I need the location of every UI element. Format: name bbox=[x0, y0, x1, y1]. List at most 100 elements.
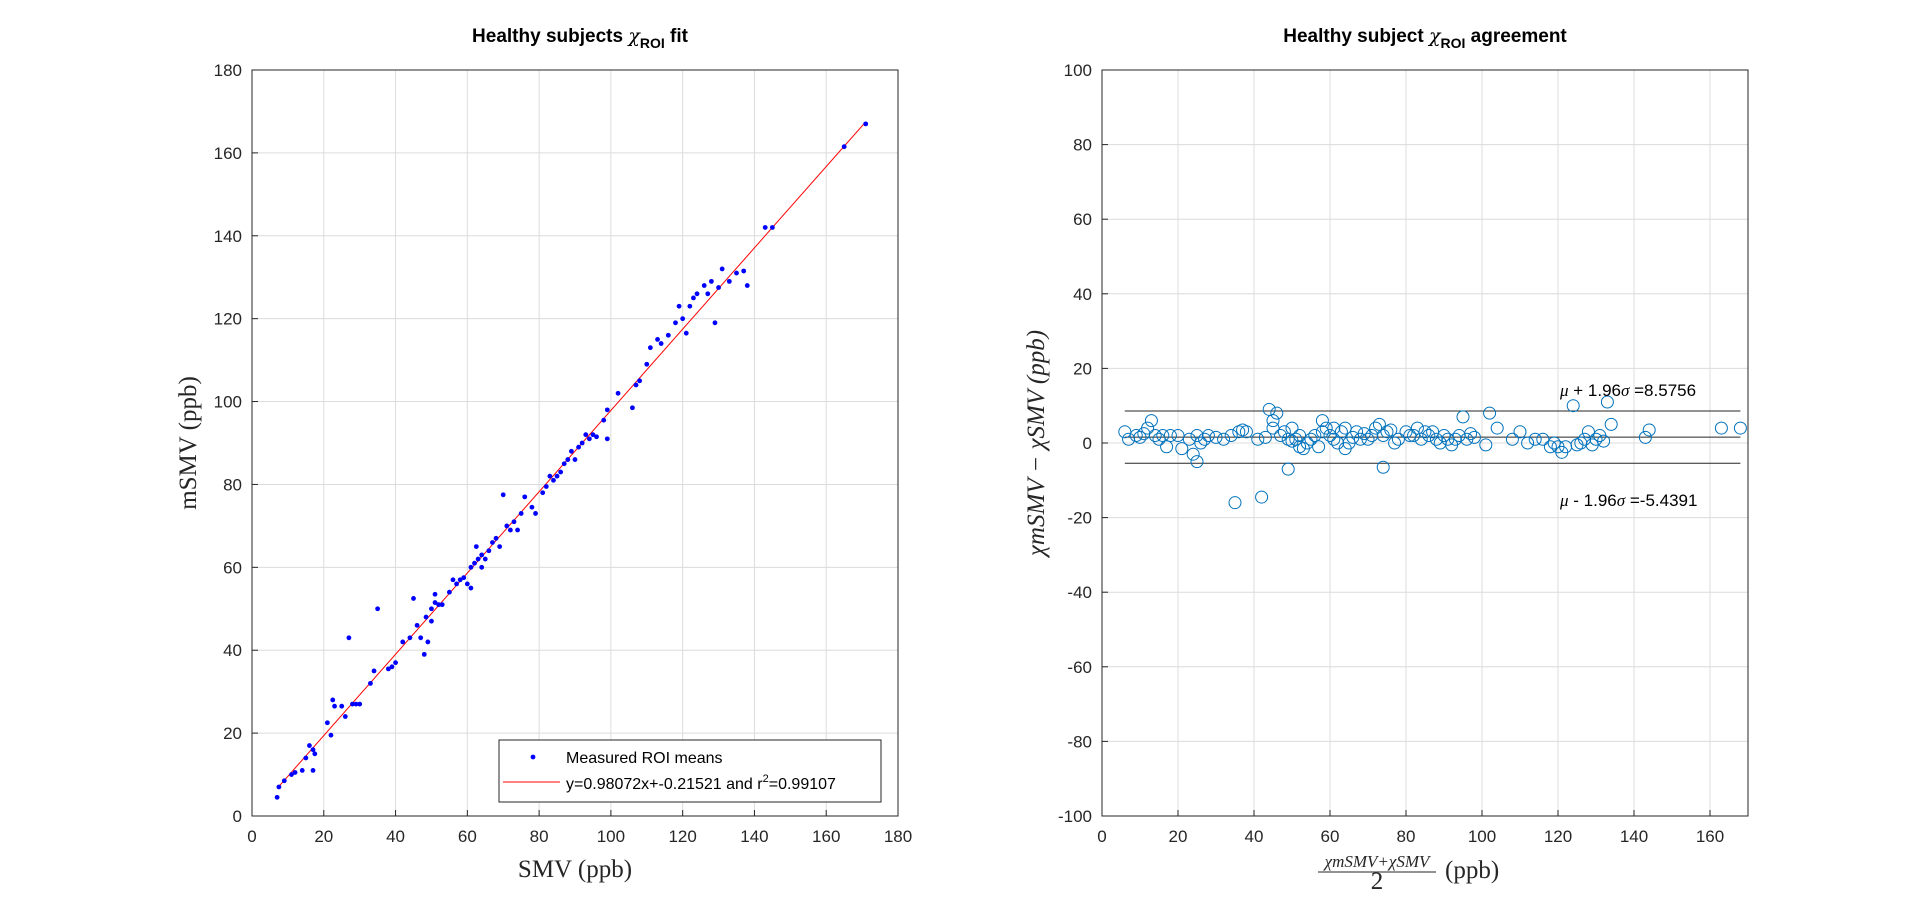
agreement-data-point bbox=[1407, 429, 1421, 443]
fit-y-axis-label: mSMV (ppb) bbox=[175, 376, 202, 510]
agreement-data-point bbox=[1315, 425, 1329, 439]
fit-data-point bbox=[708, 278, 714, 284]
fit-regression-line bbox=[276, 121, 867, 789]
fit-points bbox=[274, 121, 869, 800]
fit-data-point bbox=[518, 511, 524, 516]
fit-data-point bbox=[468, 564, 474, 570]
agreement-data-point bbox=[1604, 417, 1618, 431]
agreement-data-point bbox=[1376, 460, 1390, 474]
fit-data-point bbox=[547, 473, 553, 479]
fit-x-tick-label: 40 bbox=[386, 827, 405, 846]
fit-x-ticks: 0 20 40 60 80 100 120 140 160 180 bbox=[247, 810, 912, 846]
agreement-data-point bbox=[1118, 425, 1132, 439]
fit-data-point bbox=[543, 484, 549, 489]
agreement-data-point bbox=[1547, 436, 1561, 450]
fit-data-point bbox=[371, 668, 377, 674]
agreement-data-point bbox=[1224, 429, 1238, 443]
fit-data-point bbox=[683, 330, 689, 336]
fit-data-point bbox=[429, 606, 434, 612]
agreement-data-point bbox=[1190, 455, 1204, 469]
agreement-data-point bbox=[1304, 432, 1318, 446]
agreement-data-point bbox=[1258, 430, 1272, 444]
fit-data-point bbox=[655, 336, 660, 342]
agreement-y-tick-label: 20 bbox=[1073, 359, 1092, 378]
fit-chart-title: Healthy subjects χROI fit bbox=[472, 25, 689, 51]
fit-data-point bbox=[583, 432, 589, 438]
fit-data-point bbox=[479, 564, 485, 570]
agreement-data-point bbox=[1190, 429, 1204, 443]
agreement-data-point bbox=[1467, 430, 1481, 444]
agreement-data-point bbox=[1414, 432, 1428, 446]
agreement-data-point bbox=[1182, 432, 1196, 446]
fit-panel: Healthy subjects χROI fit 0 20 40 60 80 100 12… bbox=[175, 25, 912, 883]
agreement-data-point bbox=[1327, 432, 1341, 446]
fit-x-tick-label: 80 bbox=[530, 827, 549, 846]
agreement-data-point bbox=[1194, 436, 1208, 450]
fit-y-tick-label: 0 bbox=[233, 807, 242, 826]
fit-line-group bbox=[276, 121, 867, 789]
agreement-data-point bbox=[1300, 436, 1314, 450]
fit-x-tick-label: 100 bbox=[597, 827, 625, 846]
fit-legend-box bbox=[498, 739, 882, 803]
agreement-data-point bbox=[1733, 421, 1747, 435]
agreement-points bbox=[1118, 395, 1747, 510]
agreement-data-point bbox=[1289, 432, 1303, 446]
fit-data-point bbox=[500, 492, 506, 498]
fit-data-point bbox=[436, 602, 442, 608]
fit-data-point bbox=[604, 436, 610, 442]
agreement-data-point bbox=[1369, 421, 1383, 435]
fit-data-point bbox=[385, 666, 391, 672]
agreement-data-point bbox=[1483, 406, 1497, 420]
agreement-data-point bbox=[1312, 440, 1326, 454]
agreement-data-point bbox=[1410, 421, 1424, 435]
fit-data-point bbox=[734, 270, 739, 276]
agreement-y-ticks: 100 80 60 40 20 0 -20 -40 -60 -80 -100 bbox=[1058, 61, 1108, 826]
fit-data-point bbox=[407, 635, 413, 641]
fit-data-point bbox=[423, 614, 429, 620]
fit-data-point bbox=[590, 432, 596, 438]
agreement-x-tick-label: 80 bbox=[1397, 827, 1416, 846]
agreement-data-point bbox=[1426, 425, 1440, 439]
fit-data-point bbox=[604, 407, 610, 413]
fit-x-tick-label: 60 bbox=[458, 827, 477, 846]
fit-data-point bbox=[680, 316, 686, 322]
agreement-y-tick-label: -20 bbox=[1067, 509, 1092, 528]
agreement-data-point bbox=[1600, 395, 1614, 409]
fit-data-point bbox=[576, 444, 581, 450]
agreement-data-point bbox=[1388, 436, 1402, 450]
agreement-data-point bbox=[1479, 438, 1493, 452]
agreement-data-point bbox=[1528, 432, 1542, 446]
agreement-data-point bbox=[1201, 429, 1215, 443]
fit-data-point bbox=[303, 755, 309, 761]
fit-data-point bbox=[673, 320, 678, 326]
fit-data-point bbox=[299, 768, 305, 773]
agreement-y-tick-label: 60 bbox=[1073, 210, 1092, 229]
agreement-data-point bbox=[1262, 402, 1276, 416]
agreement-data-point bbox=[1437, 429, 1451, 443]
agreement-data-point bbox=[1536, 432, 1550, 446]
lower-limit-annotation: μ - 1.96σ =-5.4391 bbox=[1559, 491, 1697, 510]
fit-data-point bbox=[418, 635, 424, 641]
agreement-y-tick-label: -40 bbox=[1067, 583, 1092, 602]
fit-y-tick-label: 100 bbox=[214, 393, 242, 412]
fit-data-point bbox=[472, 560, 477, 566]
fit-data-point bbox=[274, 794, 280, 800]
agreement-data-point bbox=[1217, 432, 1231, 446]
fit-data-point bbox=[310, 768, 316, 773]
agreement-y-tick-label: 100 bbox=[1064, 61, 1092, 80]
fit-data-point bbox=[454, 581, 459, 587]
agreement-data-point bbox=[1452, 429, 1466, 443]
agreement-x-axis-label: χmSMV+χSMV 2 (ppb) bbox=[1318, 852, 1499, 895]
agreement-data-point bbox=[1714, 421, 1728, 435]
agreement-data-point bbox=[1323, 429, 1337, 443]
fit-plot-area bbox=[251, 69, 899, 817]
agreement-data-point bbox=[1597, 434, 1611, 448]
agreement-grid bbox=[1101, 69, 1748, 817]
agreement-y-tick-label: -100 bbox=[1058, 807, 1092, 826]
fit-data-point bbox=[701, 283, 707, 288]
fit-data-point bbox=[312, 751, 318, 757]
fit-x-tick-label: 160 bbox=[812, 827, 840, 846]
fit-data-point bbox=[339, 703, 345, 709]
fit-data-point bbox=[281, 778, 287, 784]
